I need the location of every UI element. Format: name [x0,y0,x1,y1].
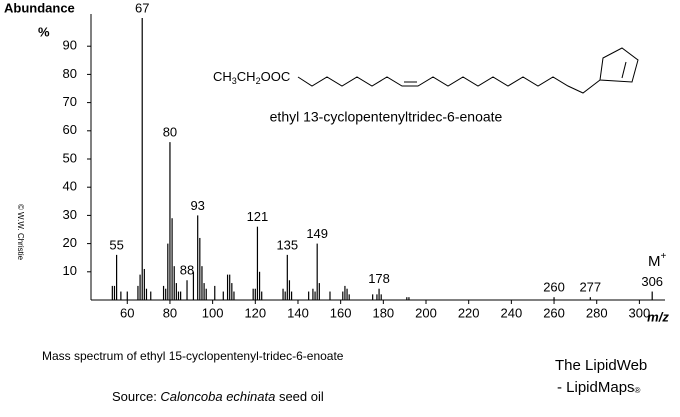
x-tick-label: 240 [501,305,523,320]
source-suffix: seed oil [275,389,324,404]
peak-label: 135 [276,237,298,252]
peak-label: 93 [190,198,204,213]
x-axis-label: m/z [647,309,669,324]
peak-label: 260 [543,280,565,295]
branding-line1: The LipidWeb [555,357,647,374]
peak-label: 80 [163,125,177,140]
formula-part: CH [213,69,232,84]
y-tick-label: 50 [63,150,77,165]
peak-label: 55 [109,237,123,252]
x-tick-label: 200 [415,305,437,320]
compound-name: ethyl 13-cyclopentenyltridec-6-enoate [270,109,503,125]
branding-mark: ® [635,386,641,395]
peak-label: 306 [641,274,663,289]
x-tick-label: 220 [458,305,480,320]
source: Source: Caloncoba echinata seed oil [112,389,324,404]
y-tick-label: 30 [63,207,77,222]
formula-subscript: 3 [232,76,237,86]
y-tick-label: 20 [63,235,77,250]
x-tick-label: 100 [202,305,224,320]
source-species: Caloncoba echinata [160,389,275,404]
x-tick-label: 120 [244,305,266,320]
formula-part: OOC [261,69,291,84]
x-tick-label: 160 [330,305,352,320]
peak-label: 178 [368,271,390,286]
y-axis-unit: % [38,24,50,39]
branding-name: - LipidMaps [557,379,635,396]
formula-part: CH [237,69,256,84]
peak-label: 88 [180,263,194,278]
branding-line2: - LipidMaps® [557,379,641,396]
y-tick-label: 10 [63,263,77,278]
y-tick-label: 80 [63,66,77,81]
peak-label: 277 [579,280,601,295]
x-tick-label: 300 [629,305,651,320]
structure-formula: CH3CH2OOC [213,69,290,86]
molecular-ion: M+ [648,251,667,270]
peak-label: 149 [306,226,328,241]
copyright: © W.W. Christie [16,204,25,261]
x-tick-label: 60 [120,305,134,320]
structure [297,47,639,94]
y-tick-label: 90 [63,38,77,53]
peak-label: 67 [135,0,149,15]
caption: Mass spectrum of ethyl 15-cyclopentenyl-… [42,349,344,363]
x-tick-label: 260 [543,305,565,320]
x-tick-label: 280 [586,305,608,320]
molecular-ion-label: M [648,253,661,270]
x-tick-label: 80 [163,305,177,320]
y-tick-label: 40 [63,179,77,194]
peak-label: 121 [247,209,269,224]
x-tick-label: 140 [287,305,309,320]
formula-subscript: 2 [256,76,261,86]
y-tick-label: 70 [63,94,77,109]
y-axis-label: Abundance [4,0,75,15]
molecular-ion-charge: + [661,251,667,262]
y-tick-label: 60 [63,122,77,137]
source-prefix: Source: [112,389,160,404]
x-tick-label: 180 [372,305,394,320]
